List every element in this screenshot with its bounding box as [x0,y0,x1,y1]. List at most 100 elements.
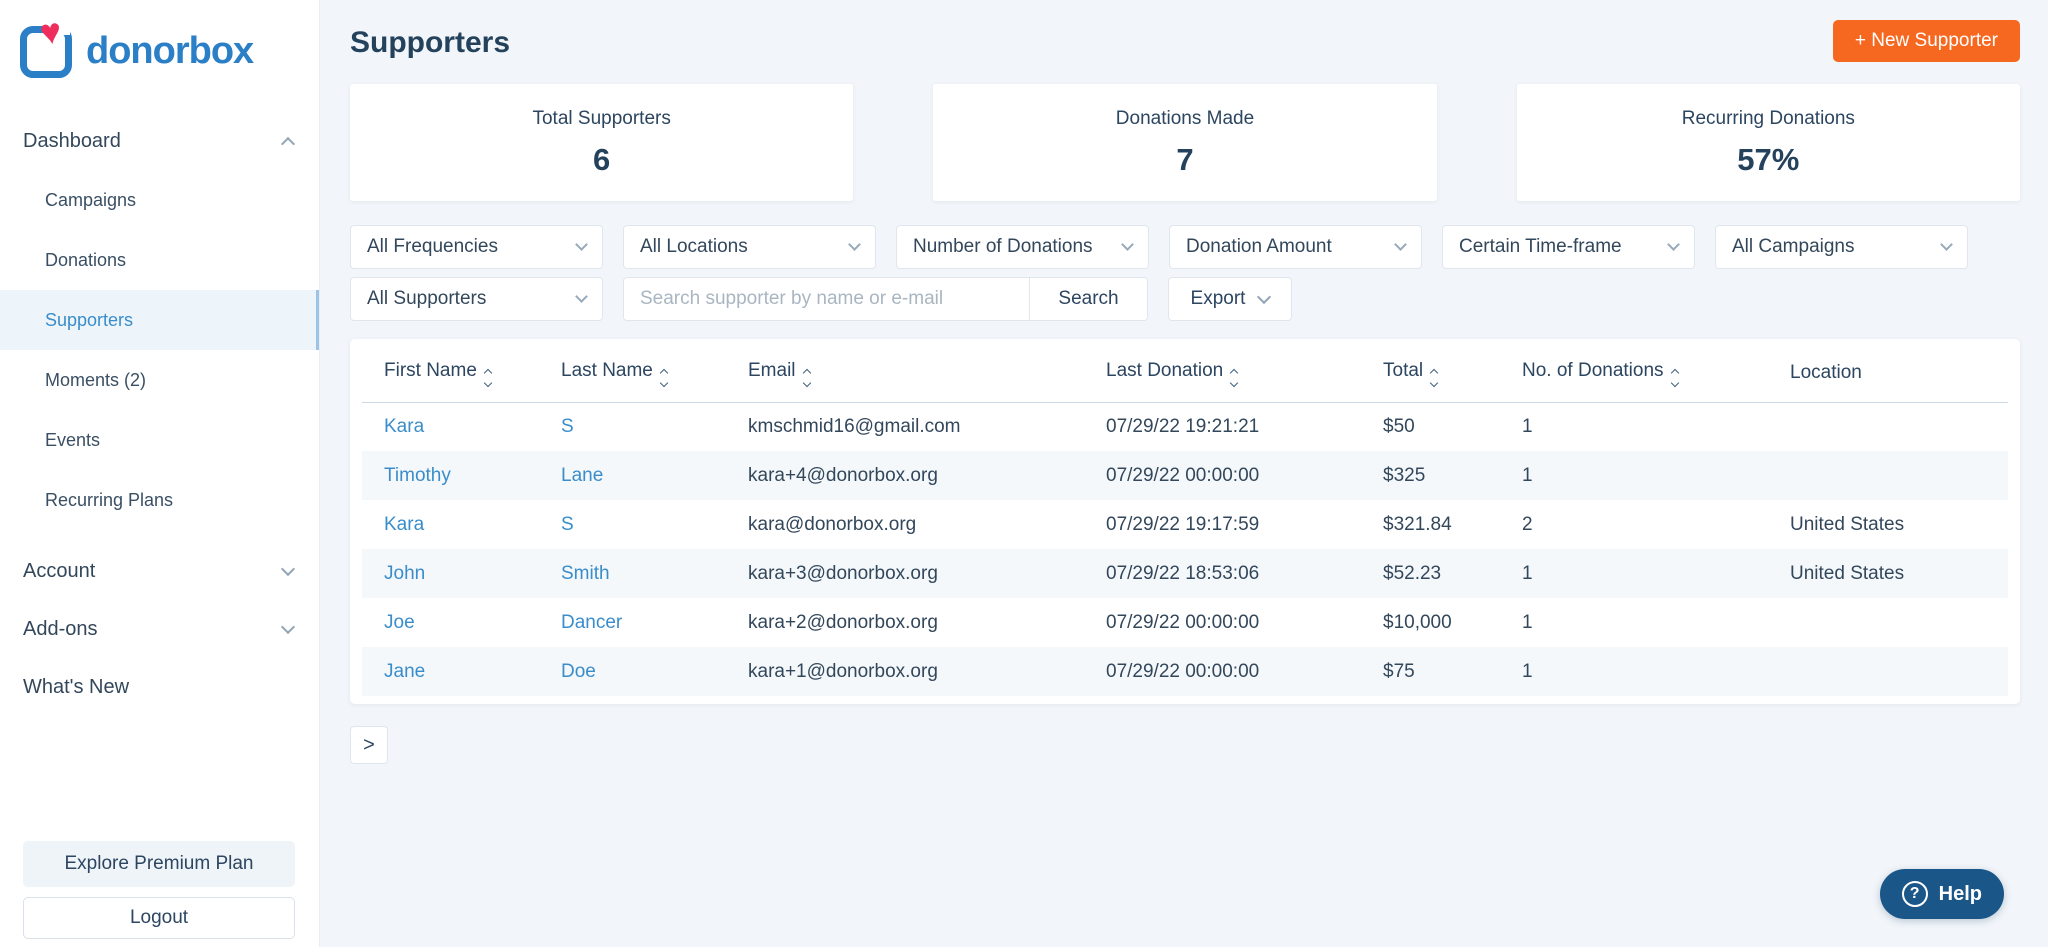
location-filter-label: All Locations [640,236,748,257]
sidebar-item-account[interactable]: Account [0,542,319,600]
total-cell: $75 [1383,660,1415,682]
first-name-header-label: First Name [384,360,477,382]
donations-count-cell: 2 [1522,513,1533,535]
last-name-link[interactable]: S [561,415,574,437]
page-title: Supporters [350,26,511,59]
donation-amount-filter-label: Donation Amount [1186,236,1332,257]
email-cell: kara@donorbox.org [748,513,917,535]
frequency-filter-label: All Frequencies [367,236,498,257]
total-cell: $10,000 [1383,611,1452,633]
sort-icon [659,369,669,388]
stat-card-recurring-donations: Recurring Donations 57% [1516,84,2020,201]
table-row: Kara S kmschmid16@gmail.com 07/29/22 19:… [362,402,2008,451]
column-header-total[interactable]: Total [1383,345,1522,403]
logout-button[interactable]: Logout [23,897,295,939]
heart-icon: ♥ [37,9,65,54]
search-button[interactable]: Search [1029,278,1147,320]
last-name-link[interactable]: S [561,513,574,535]
last-donation-cell: 07/29/22 18:53:06 [1106,562,1260,584]
sidebar-item-dashboard[interactable]: Dashboard [0,112,319,170]
last-name-link[interactable]: Dancer [561,611,623,633]
supporter-search-input[interactable] [624,278,1029,320]
help-label: Help [1938,882,1982,905]
campaigns-label: Campaigns [45,189,137,210]
location-cell: United States [1790,562,1905,584]
campaigns-filter-label: All Campaigns [1732,236,1855,257]
next-page-button[interactable]: > [350,726,388,764]
column-header-email[interactable]: Email [748,345,1106,403]
email-cell: kara+2@donorbox.org [748,611,938,633]
email-header-label: Email [748,360,796,382]
filter-row-2: All Supporters Search Export [350,277,2020,321]
sort-icon [483,369,493,388]
last-name-link[interactable]: Lane [561,464,604,486]
sort-icon [802,369,811,388]
column-header-last-donation[interactable]: Last Donation [1106,345,1383,403]
sidebar-item-events[interactable]: Events [0,410,319,470]
column-header-no-of-donations[interactable]: No. of Donations [1522,345,1790,403]
time-frame-filter-dropdown[interactable]: Certain Time-frame [1442,225,1695,269]
sidebar-item-whats-new[interactable]: What's New [0,658,319,716]
chevron-down-icon [848,238,861,251]
campaigns-filter-dropdown[interactable]: All Campaigns [1715,225,1968,269]
new-supporter-button[interactable]: + New Supporter [1832,20,2020,62]
last-donation-header-label: Last Donation [1106,360,1224,382]
email-cell: kara+1@donorbox.org [748,660,938,682]
dashboard-label: Dashboard [23,129,121,152]
main-content: Supporters + New Supporter Total Support… [320,0,2048,947]
sort-icon [1429,369,1439,388]
first-name-link[interactable]: Kara [384,513,425,535]
donations-count-cell: 1 [1522,464,1533,486]
donorbox-logo[interactable]: ♥ donorbox [0,0,319,78]
chevron-down-icon [280,561,296,576]
donation-amount-filter-dropdown[interactable]: Donation Amount [1169,225,1422,269]
first-name-link[interactable]: Joe [384,611,415,633]
whats-new-label: What's New [23,675,130,698]
last-name-link[interactable]: Smith [561,562,610,584]
first-name-link[interactable]: Timothy [384,464,451,486]
sidebar-item-campaigns[interactable]: Campaigns [0,170,319,230]
export-dropdown[interactable]: Export [1168,277,1292,321]
donorbox-logo-icon: ♥ [20,10,74,78]
sidebar-item-moments[interactable]: Moments (2) [0,350,319,410]
last-donation-cell: 07/29/22 00:00:00 [1106,464,1260,486]
chevron-down-icon [1121,238,1134,251]
location-cell [1790,647,2008,696]
table-row: John Smith kara+3@donorbox.org 07/29/22 … [362,549,2008,598]
last-name-link[interactable]: Doe [561,660,596,682]
events-label: Events [45,429,101,450]
last-name-header-label: Last Name [561,360,653,382]
stat-label: Recurring Donations [1681,108,1855,129]
sidebar-item-donations[interactable]: Donations [0,230,319,290]
sidebar-item-recurring-plans[interactable]: Recurring Plans [0,470,319,530]
total-cell: $52.23 [1383,562,1442,584]
supporters-table-card: First Name Last Name Email Last Donation [350,339,2020,704]
stat-value: 7 [1176,142,1194,177]
sidebar-item-addons[interactable]: Add-ons [0,600,319,658]
location-filter-dropdown[interactable]: All Locations [623,225,876,269]
first-name-link[interactable]: John [384,562,426,584]
number-of-donations-filter-dropdown[interactable]: Number of Donations [896,225,1149,269]
donations-count-cell: 1 [1522,660,1533,682]
explore-premium-button[interactable]: Explore Premium Plan [23,841,295,887]
sidebar-item-supporters[interactable]: Supporters [0,290,319,350]
table-row: Kara S kara@donorbox.org 07/29/22 19:17:… [362,500,2008,549]
pagination: > [350,726,2020,764]
column-header-first-name[interactable]: First Name [362,345,561,403]
supporter-type-dropdown[interactable]: All Supporters [350,277,603,321]
column-header-location: Location [1790,345,2008,403]
total-cell: $50 [1383,415,1415,437]
frequency-filter-dropdown[interactable]: All Frequencies [350,225,603,269]
question-mark-icon: ? [1901,881,1928,907]
stat-card-donations-made: Donations Made 7 [933,84,1437,201]
account-label: Account [23,559,96,582]
email-cell: kmschmid16@gmail.com [748,415,961,437]
column-header-last-name[interactable]: Last Name [561,345,748,403]
time-frame-filter-label: Certain Time-frame [1459,236,1622,257]
total-cell: $321.84 [1383,513,1452,535]
first-name-link[interactable]: Kara [384,415,425,437]
help-button[interactable]: ? Help [1879,869,2004,919]
email-cell: kara+4@donorbox.org [748,464,938,486]
first-name-link[interactable]: Jane [384,660,426,682]
